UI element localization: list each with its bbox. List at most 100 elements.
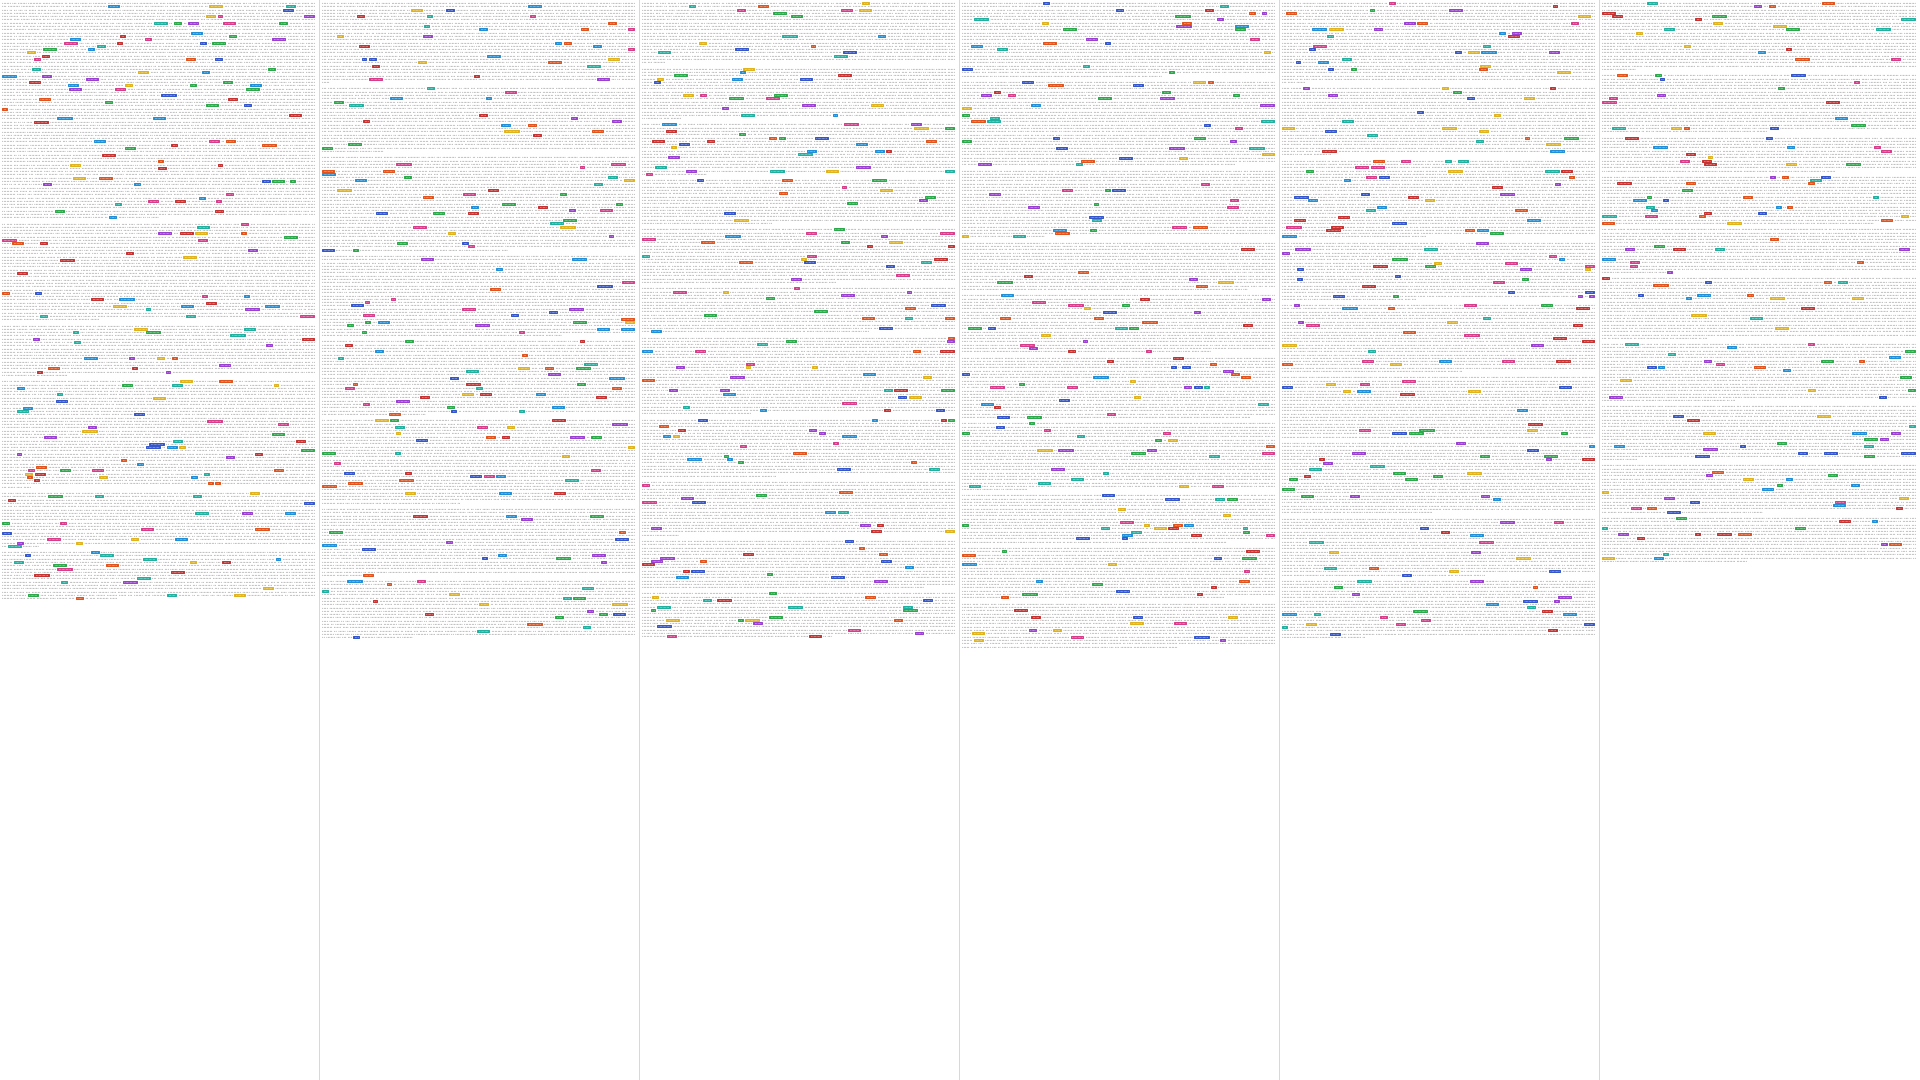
highlight-mark: ∙∙∙∙: [124, 84, 134, 88]
document-entry: ∙∙∙∙∙∙∙∙ ∙∙∙∙∙ ∙∙∙∙∙∙∙∙ ∙∙∙∙∙∙∙∙ ∙∙∙∙∙∙∙…: [1602, 136, 1916, 173]
highlight-mark: ∙∙∙∙∙∙: [924, 195, 936, 199]
highlight-mark: ∙∙∙∙∙∙∙: [289, 114, 302, 118]
highlight-mark: ∙∙∙∙∙∙∙∙: [656, 605, 671, 609]
highlight-mark: ∙∙∙∙∙∙∙∙∙: [1169, 146, 1185, 150]
highlight-mark: ∙∙∙∙: [240, 222, 250, 226]
highlight-mark: ∙∙∙∙∙∙∙: [28, 81, 42, 85]
highlight-mark: ∙∙∙∙∙∙∙∙: [1775, 326, 1790, 330]
highlight-mark: ∙∙∙∙∙∙∙∙: [773, 11, 788, 15]
highlight-mark: ∙∙∙∙∙: [424, 613, 435, 617]
highlight-mark: ∙∙∙∙∙∙∙∙: [179, 232, 194, 236]
highlight-mark: ∙∙∙∙∙∙∙∙: [1261, 120, 1275, 124]
highlight-mark: ∙∙∙∙: [262, 180, 271, 184]
highlight-mark: ∙∙∙∙∙: [962, 107, 972, 111]
highlight-mark: ∙∙∙∙: [156, 357, 166, 361]
highlight-mark: ∙∙∙: [587, 609, 595, 613]
highlight-mark: ∙∙∙: [468, 245, 476, 249]
highlight-mark: ∙∙∙: [1388, 307, 1396, 311]
highlight-mark: ∙∙∙: [778, 136, 786, 140]
highlight-mark: ∙∙∙: [1655, 74, 1663, 78]
highlight-mark: ∙∙∙∙: [1482, 317, 1492, 321]
highlight-mark: ∙∙∙∙∙∙∙∙: [1773, 25, 1788, 29]
highlight-mark: ∙∙∙: [1302, 87, 1311, 91]
highlight-mark: ∙∙∙∙: [1266, 534, 1275, 538]
highlight-mark: ∙∙∙∙∙: [420, 396, 431, 400]
highlight-mark: ∙∙∙∙: [1629, 264, 1639, 268]
highlight-mark: ∙∙∙∙∙∙∙∙∙: [1413, 609, 1429, 613]
highlight-mark: ∙∙∙∙: [768, 136, 778, 140]
highlight-mark: ∙∙∙∙∙∙: [791, 15, 803, 19]
highlight-mark: ∙∙∙∙∙∙∙: [799, 77, 813, 81]
highlight-mark: ∙∙∙∙∙∙∙: [1389, 363, 1403, 367]
highlight-mark: ∙∙∙∙∙∙∙∙∙: [1088, 215, 1105, 219]
highlight-mark: ∙∙∙∙∙∙∙∙∙: [787, 605, 804, 609]
highlight-mark: ∙∙∙∙∙∙∙∙: [7, 544, 22, 548]
highlight-mark: ∙∙∙∙∙: [1777, 441, 1788, 445]
highlight-mark: ∙∙∙∙∙∙∙: [38, 97, 52, 101]
highlight-mark: ∙∙: [25, 554, 32, 558]
highlight-mark: ∙∙∙∙∙∙: [980, 94, 992, 98]
highlight-mark: ∙∙∙∙∙∙: [250, 84, 262, 88]
highlight-mark: ∙∙∙: [673, 435, 681, 439]
highlight-mark: ∙∙∙∙∙∙∙∙: [814, 136, 829, 140]
highlight-mark: ∙∙∙∙∙: [1891, 58, 1902, 62]
highlight-mark: ∙∙: [1873, 195, 1879, 199]
highlight-mark: ∙∙∙∙∙: [173, 439, 183, 443]
highlight-mark: ∙∙: [1577, 294, 1584, 298]
highlight-mark: ∙∙∙∙∙∙∙: [613, 613, 627, 617]
highlight-mark: ∙∙∙∙∙∙∙∙: [551, 419, 566, 423]
highlight-mark: ∙∙∙∙: [1182, 366, 1191, 370]
highlight-mark: ∙∙∙: [189, 560, 197, 564]
entry-body-text: ∙∙∙∙∙∙ ∙∙∙∙∙ ∙∙∙ ∙∙∙∙∙∙ ∙∙∙∙∙ ∙∙∙∙∙∙ ∙∙ …: [1282, 442, 1595, 515]
highlight-mark: ∙∙∙∙: [580, 28, 589, 32]
highlight-mark: ∙∙∙∙∙∙∙∙: [212, 41, 227, 45]
highlight-mark: ∙∙∙∙∙∙∙∙∙: [1282, 343, 1298, 347]
highlight-mark: ∙∙∙∙: [1282, 251, 1291, 255]
highlight-mark: ∙∙∙: [1043, 428, 1051, 432]
document-entry: ∙∙∙∙∙ ∙∙∙∙ ∙∙ ∙∙ ∙∙∙∙ ∙∙∙∙∙ ∙∙ ∙∙ ∙∙∙∙∙∙…: [642, 481, 955, 537]
highlight-mark: ∙∙∙∙∙∙: [650, 527, 662, 531]
highlight-mark: ∙∙∙: [739, 133, 747, 137]
highlight-mark: ∙∙∙: [1807, 343, 1815, 347]
highlight-mark: ∙∙∙∙∙∙∙∙∙: [348, 103, 364, 107]
highlight-mark: ∙∙∙∙∙: [607, 176, 618, 180]
highlight-mark: ∙∙∙∙∙: [1690, 500, 1701, 504]
highlight-mark: ∙∙∙∙∙∙∙∙: [1469, 579, 1484, 583]
highlight-mark: ∙∙∙: [1706, 474, 1714, 478]
highlight-mark: ∙∙∙∙∙∙∙∙∙: [82, 429, 98, 433]
highlight-mark: ∙∙∙∙∙∙∙: [1502, 360, 1515, 364]
document-entry: ∙∙∙∙∙ ∙∙∙∙∙∙ ∙∙∙∙∙∙∙∙∙ ∙∙∙∙∙∙∙ ∙∙∙∙∙ ∙∙∙…: [1602, 516, 1916, 563]
highlight-mark: ∙∙: [1001, 550, 1008, 554]
highlight-mark: ∙∙∙∙∙∙∙∙∙: [1295, 248, 1311, 252]
highlight-mark: ∙∙∙∙∙∙∙: [223, 21, 236, 25]
highlight-mark: ∙∙∙∙∙∙∙∙∙: [597, 284, 613, 288]
document-entry: ∙∙∙∙∙∙∙∙ ∙∙∙∙∙∙∙∙ ∙∙∙∙ ∙∙∙∙∙ ∙∙ ∙∙∙∙∙∙ ∙…: [322, 255, 635, 337]
highlight-mark: ∙∙∙∙∙: [765, 297, 776, 301]
highlight-mark: ∙∙∙∙∙∙∙∙∙: [1037, 448, 1053, 452]
highlight-mark: ∙∙∙: [1498, 31, 1507, 35]
highlight-mark: ∙∙: [1318, 458, 1325, 462]
highlight-mark: ∙∙∙∙∙∙∙∙∙: [1194, 635, 1210, 639]
highlight-mark: ∙∙∙∙∙∙∙: [1464, 304, 1477, 308]
highlight-mark: ∙∙: [34, 479, 41, 483]
highlight-mark: ∙∙∙∙∙∙∙∙: [1129, 622, 1144, 626]
highlight-mark: ∙∙∙: [87, 48, 95, 52]
highlight-mark: ∙∙∙∙∙∙∙∙: [142, 557, 157, 561]
highlight-mark: ∙∙∙∙∙∙∙∙: [1305, 323, 1320, 327]
highlight-mark: ∙∙∙∙∙∙∙∙∙: [642, 500, 658, 504]
highlight-mark: ∙∙∙∙: [1024, 274, 1033, 278]
highlight-mark: ∙∙∙∙∙∙: [69, 38, 82, 42]
highlight-mark: ∙∙: [273, 383, 280, 387]
highlight-mark: ∙∙∙∙∙: [285, 5, 296, 9]
highlight-mark: ∙∙: [1686, 297, 1692, 301]
highlight-mark: ∙∙∙: [1493, 498, 1501, 502]
highlight-mark: ∙∙∙∙∙∙∙∙∙: [1172, 225, 1188, 229]
document-entry: ∙∙∙∙∙∙ ∙∙ ∙∙∙ ∙∙∙∙∙∙∙∙∙ ∙∙∙∙∙∙ ∙∙∙∙ ∙∙∙∙…: [1282, 2, 1595, 84]
highlight-mark: ∙∙∙∙∙∙∙∙: [1246, 550, 1261, 554]
highlight-mark: ∙∙∙∙∙∙∙∙∙: [782, 34, 798, 38]
highlight-mark: ∙∙∙∙∙∙∙∙: [642, 238, 656, 242]
highlight-mark: ∙∙∙∙∙∙∙: [1540, 304, 1554, 308]
highlight-mark: ∙∙∙∙∙∙: [996, 48, 1008, 52]
highlight-mark: ∙∙∙∙: [43, 183, 52, 187]
highlight-mark: ∙∙∙∙∙∙∙∙∙: [1852, 431, 1868, 435]
